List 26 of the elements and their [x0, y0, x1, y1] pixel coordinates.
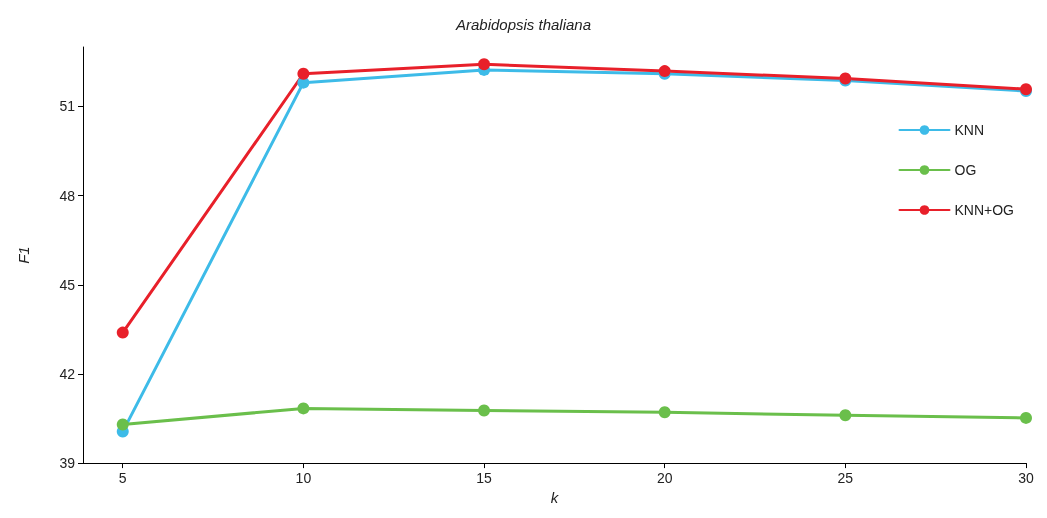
x-tick-label: 20	[656, 470, 673, 487]
point	[839, 409, 852, 422]
x-tick-label: 10	[295, 470, 312, 487]
chart-title: Arabidopsis thaliana	[454, 16, 592, 33]
point	[478, 404, 491, 417]
legend-label: OG	[954, 162, 977, 178]
point	[116, 326, 129, 339]
y-axis-title: F1	[15, 246, 32, 264]
x-tick-label: 30	[1018, 470, 1034, 487]
legend-label: KNN+OG	[954, 202, 1014, 218]
point	[478, 58, 491, 71]
point	[1020, 411, 1032, 424]
y-tick-label: 39	[59, 455, 76, 472]
legend-label: KNN	[954, 122, 985, 138]
x-tick-label: 5	[118, 470, 127, 487]
point	[297, 67, 310, 80]
x-axis-title: k	[550, 489, 560, 506]
point	[297, 402, 310, 415]
y-tick-label: 51	[59, 98, 76, 115]
x-tick-label: 25	[837, 470, 854, 487]
y-tick-label: 48	[59, 187, 76, 204]
x-tick-label: 15	[476, 470, 493, 487]
point	[658, 406, 671, 419]
point	[116, 418, 129, 431]
y-tick-label: 45	[59, 276, 76, 293]
y-tick-label: 42	[59, 365, 76, 382]
